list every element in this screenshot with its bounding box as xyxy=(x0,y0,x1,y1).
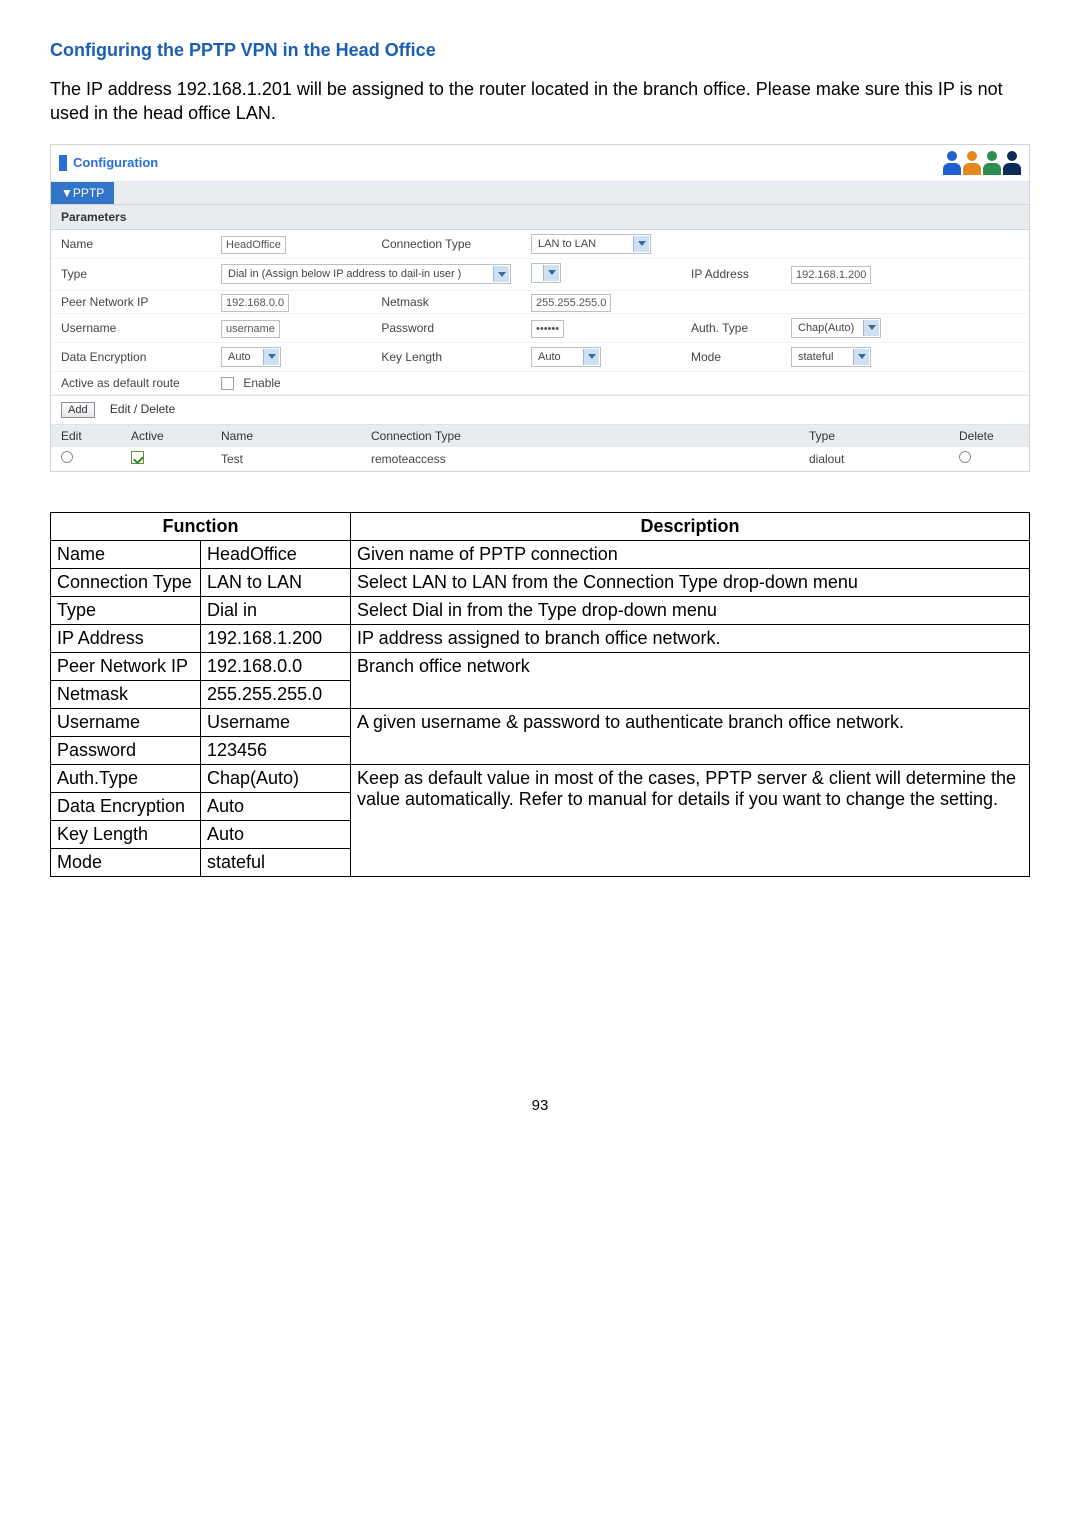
chevron-down-icon xyxy=(263,349,279,365)
delete-row-radio[interactable] xyxy=(959,451,971,463)
desc-conn-val: LAN to LAN xyxy=(201,568,351,596)
list-col-edit: Edit xyxy=(51,425,121,447)
connection-type-label: Connection Type xyxy=(371,230,521,259)
password-label: Password xyxy=(371,313,521,342)
password-input[interactable]: •••••• xyxy=(531,320,564,338)
auth-type-label: Auth. Type xyxy=(681,313,781,342)
desc-name-val: HeadOffice xyxy=(201,540,351,568)
key-length-select[interactable]: Auto xyxy=(531,347,601,367)
desc-peer-key: Peer Network IP xyxy=(51,652,201,680)
data-encryption-label: Data Encryption xyxy=(51,342,211,371)
netmask-label: Netmask xyxy=(371,290,521,313)
desc-header-function: Function xyxy=(51,512,351,540)
intro-text: The IP address 192.168.1.201 will be ass… xyxy=(50,77,1030,126)
desc-auth-key: Auth.Type xyxy=(51,764,201,792)
chevron-down-icon xyxy=(863,320,879,336)
config-title: Configuration xyxy=(73,155,158,170)
desc-userpass-desc: A given username & password to authentic… xyxy=(351,708,1030,764)
description-table: Function Description Name HeadOffice Giv… xyxy=(50,512,1030,877)
config-panel-header: Configuration xyxy=(51,145,1029,182)
brand-people-icon xyxy=(943,151,1021,175)
type-label: Type xyxy=(51,258,211,290)
name-input[interactable]: HeadOffice xyxy=(221,236,286,254)
active-row-checkbox[interactable] xyxy=(131,451,144,464)
parameters-header: Parameters xyxy=(51,205,1029,230)
desc-pass-key: Password xyxy=(51,736,201,764)
desc-ip-key: IP Address xyxy=(51,624,201,652)
username-input[interactable]: username xyxy=(221,320,280,338)
mode-select[interactable]: stateful xyxy=(791,347,871,367)
desc-conn-desc: Select LAN to LAN from the Connection Ty… xyxy=(351,568,1030,596)
list-col-delete: Delete xyxy=(949,425,1029,447)
desc-type-key: Type xyxy=(51,596,201,624)
desc-header-description: Description xyxy=(351,512,1030,540)
page-number: 93 xyxy=(50,1097,1030,1114)
desc-type-val: Dial in xyxy=(201,596,351,624)
desc-name-desc: Given name of PPTP connection xyxy=(351,540,1030,568)
desc-enc-key: Data Encryption xyxy=(51,792,201,820)
chevron-down-icon xyxy=(543,265,559,281)
desc-peer-desc: Branch office network xyxy=(351,652,1030,708)
netmask-input[interactable]: 255.255.255.0 xyxy=(531,294,611,312)
desc-mode-val: stateful xyxy=(201,848,351,876)
add-button[interactable]: Add xyxy=(61,402,95,418)
desc-user-key: Username xyxy=(51,708,201,736)
desc-auth-desc: Keep as default value in most of the cas… xyxy=(351,764,1030,876)
desc-conn-key: Connection Type xyxy=(51,568,201,596)
edit-delete-label: Edit / Delete xyxy=(110,402,175,416)
list-col-type: Type xyxy=(799,425,949,447)
connection-type-select[interactable]: LAN to LAN xyxy=(531,234,651,254)
enable-default-route-checkbox[interactable] xyxy=(221,377,234,390)
desc-mode-key: Mode xyxy=(51,848,201,876)
chevron-down-icon xyxy=(853,349,869,365)
desc-auth-val: Chap(Auto) xyxy=(201,764,351,792)
enable-checkbox-label: Enable xyxy=(243,376,280,390)
data-encryption-select[interactable]: Auto xyxy=(221,347,281,367)
desc-peer-val: 192.168.0.0 xyxy=(201,652,351,680)
row-connection-type: remoteaccess xyxy=(361,447,799,471)
desc-klen-val: Auto xyxy=(201,820,351,848)
section-heading: Configuring the PPTP VPN in the Head Off… xyxy=(50,40,1030,61)
desc-type-desc: Select Dial in from the Type drop-down m… xyxy=(351,596,1030,624)
desc-pass-val: 123456 xyxy=(201,736,351,764)
config-accent-bar xyxy=(59,155,67,171)
type-select-extra[interactable] xyxy=(531,263,561,283)
peer-network-label: Peer Network IP xyxy=(51,290,211,313)
desc-ip-desc: IP address assigned to branch office net… xyxy=(351,624,1030,652)
type-select[interactable]: Dial in (Assign below IP address to dail… xyxy=(221,264,511,284)
desc-klen-key: Key Length xyxy=(51,820,201,848)
table-row: Test remoteaccess dialout xyxy=(51,447,1029,471)
config-panel: Configuration ▼PPTP Parameters Name Head… xyxy=(50,144,1030,472)
list-col-connection-type: Connection Type xyxy=(361,425,799,447)
pptp-tab[interactable]: ▼PPTP xyxy=(51,182,114,204)
key-length-label: Key Length xyxy=(371,342,521,371)
mode-label: Mode xyxy=(681,342,781,371)
chevron-down-icon xyxy=(633,236,649,252)
row-name: Test xyxy=(211,447,361,471)
desc-user-val: Username xyxy=(201,708,351,736)
list-col-active: Active xyxy=(121,425,211,447)
auth-type-select[interactable]: Chap(Auto) xyxy=(791,318,881,338)
default-route-label: Active as default route xyxy=(51,371,211,394)
list-col-name: Name xyxy=(211,425,361,447)
username-label: Username xyxy=(51,313,211,342)
row-type: dialout xyxy=(799,447,949,471)
ip-address-label: IP Address xyxy=(681,258,781,290)
desc-ip-val: 192.168.1.200 xyxy=(201,624,351,652)
desc-enc-val: Auto xyxy=(201,792,351,820)
edit-row-radio[interactable] xyxy=(61,451,73,463)
ip-address-input[interactable]: 192.168.1.200 xyxy=(791,266,871,284)
peer-network-input[interactable]: 192.168.0.0 xyxy=(221,294,289,312)
desc-mask-val: 255.255.255.0 xyxy=(201,680,351,708)
desc-mask-key: Netmask xyxy=(51,680,201,708)
chevron-down-icon xyxy=(583,349,599,365)
name-label: Name xyxy=(51,230,211,259)
chevron-down-icon xyxy=(493,266,509,282)
desc-name-key: Name xyxy=(51,540,201,568)
